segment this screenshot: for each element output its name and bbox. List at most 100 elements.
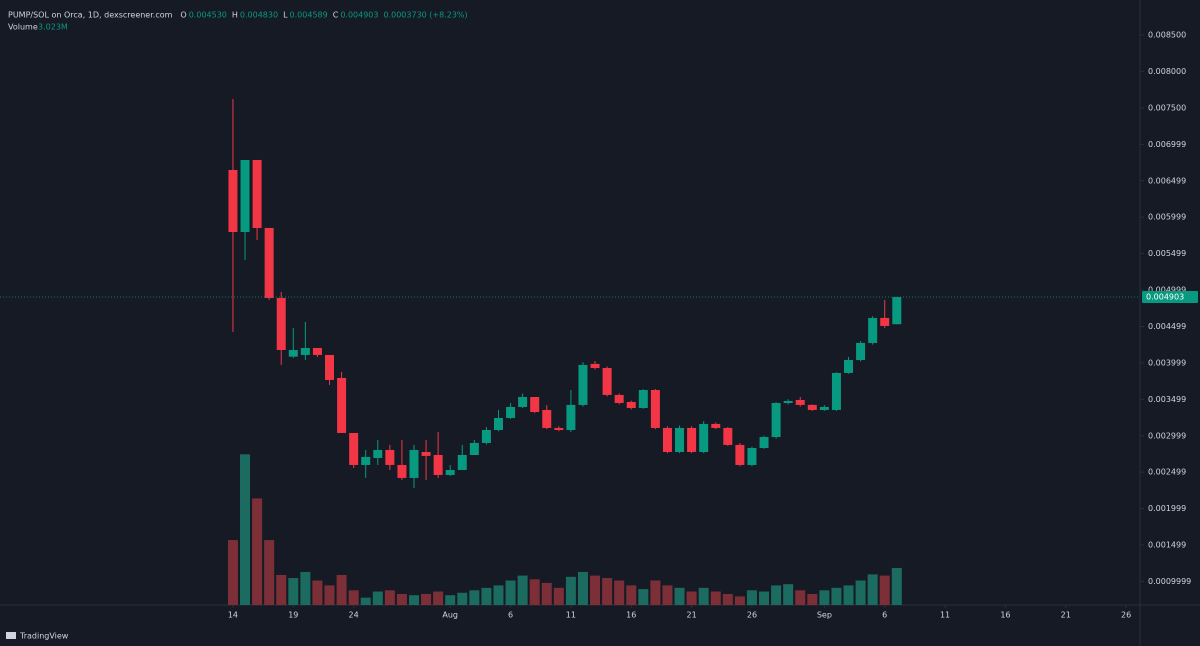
brand: TradingView — [6, 632, 69, 641]
volume-bar — [891, 567, 902, 605]
candle-body — [493, 417, 503, 430]
candle-body — [409, 449, 419, 478]
volume-bar — [336, 574, 347, 605]
volume-bar — [759, 591, 770, 605]
candle-body — [578, 364, 588, 405]
candle-body — [481, 429, 491, 443]
y-tick-label: 0.007500 — [1148, 103, 1186, 112]
volume-bar — [529, 579, 540, 605]
x-tick-label: 11 — [940, 611, 950, 620]
ohlc-key: H — [232, 11, 238, 20]
brand-logo — [6, 632, 16, 639]
y-tick-label: 0.001499 — [1148, 541, 1186, 550]
candle-body — [421, 452, 431, 456]
y-tick-label: 0.003999 — [1148, 358, 1186, 367]
candle-body — [457, 454, 467, 470]
candle-body — [783, 401, 793, 403]
candle-body — [747, 447, 757, 465]
volume-bar — [843, 585, 854, 605]
symbol: PUMP/SOL on Orca, 1D, dexscreener.com — [8, 11, 173, 20]
volume-bar — [734, 596, 745, 605]
last-price-label: 0.004903 — [1146, 293, 1184, 302]
y-tick-label: 0.002999 — [1148, 431, 1186, 440]
volume-bar — [722, 593, 733, 605]
candle-body — [735, 444, 745, 465]
y-tick-label: 0.0009999 — [1148, 577, 1191, 586]
x-tick-label: 21 — [687, 611, 697, 620]
y-tick-label: 0.006999 — [1148, 140, 1186, 149]
candle-body — [771, 402, 781, 437]
volume-bar — [433, 591, 444, 605]
volume-bar — [457, 592, 468, 605]
candle-body — [264, 227, 274, 298]
candle-body — [433, 454, 443, 475]
candle-body — [288, 350, 298, 357]
volume-bar — [372, 591, 383, 605]
volume-bar — [746, 590, 757, 605]
candle-body — [542, 409, 552, 428]
candle-body — [650, 390, 660, 428]
y-tick-label: 0.005499 — [1148, 249, 1186, 258]
volume-bar — [855, 580, 866, 605]
candle-body — [312, 347, 322, 355]
candle-body — [445, 469, 455, 475]
volume-bar — [312, 580, 323, 605]
candle-body — [397, 464, 407, 478]
candle-body — [892, 297, 902, 325]
volume-bar — [674, 587, 685, 605]
x-tick-label: 26 — [747, 611, 757, 620]
volume-bar — [360, 597, 371, 605]
candle-body — [856, 342, 866, 360]
volume-bar — [795, 590, 806, 605]
candle-body — [880, 317, 890, 326]
x-tick-label: 24 — [349, 611, 359, 620]
volume-bar — [264, 540, 275, 605]
volume-bar — [408, 595, 419, 605]
last-price-box — [1142, 291, 1198, 304]
candle-body — [699, 423, 709, 453]
x-tick-label: 6 — [508, 611, 513, 620]
x-tick-label: 11 — [566, 611, 576, 620]
candle-body — [819, 406, 829, 410]
candle-body — [530, 396, 540, 413]
volume-bar — [421, 593, 432, 605]
volume-bar — [819, 590, 830, 605]
candle-body — [868, 317, 878, 343]
y-tick-label: 0.001999 — [1148, 504, 1186, 513]
volume-bar — [324, 585, 335, 605]
candle-body — [590, 363, 600, 368]
y-tick-label: 0.005999 — [1148, 213, 1186, 222]
y-tick-label: 0.004499 — [1148, 322, 1186, 331]
x-tick-label: 26 — [1121, 611, 1131, 620]
y-tick-label: 0.004999 — [1148, 286, 1186, 295]
brand-name: TradingView — [19, 632, 69, 641]
candle-body — [566, 404, 576, 430]
candle-body — [675, 427, 685, 453]
volume-bar — [227, 540, 238, 605]
candle-body — [300, 347, 310, 355]
volume-bar — [879, 575, 890, 605]
volume-bar — [602, 578, 613, 605]
volume-bar — [541, 582, 552, 605]
candle-body — [687, 427, 697, 453]
ohlc-value: 0.004530 — [189, 11, 227, 20]
volume-bar — [505, 580, 516, 605]
volume-title: Volume — [8, 23, 38, 32]
candle-body — [614, 394, 624, 403]
x-tick-label: 16 — [1000, 611, 1010, 620]
change: 0.0003730 (+8.23%) — [383, 11, 467, 20]
ohlc-key: O — [180, 11, 186, 20]
x-tick-label: Sep — [817, 611, 832, 620]
x-tick-label: Aug — [442, 611, 458, 620]
volume-bar — [445, 595, 456, 605]
volume-bar — [686, 591, 697, 605]
volume-bar — [553, 587, 564, 605]
volume-bar — [807, 593, 818, 605]
volume-bar — [771, 585, 782, 605]
ohlc-key: C — [333, 11, 339, 20]
candle-body — [252, 159, 262, 228]
volume-bar — [348, 590, 359, 605]
candle-body — [506, 406, 516, 418]
volume-bar — [517, 575, 528, 605]
